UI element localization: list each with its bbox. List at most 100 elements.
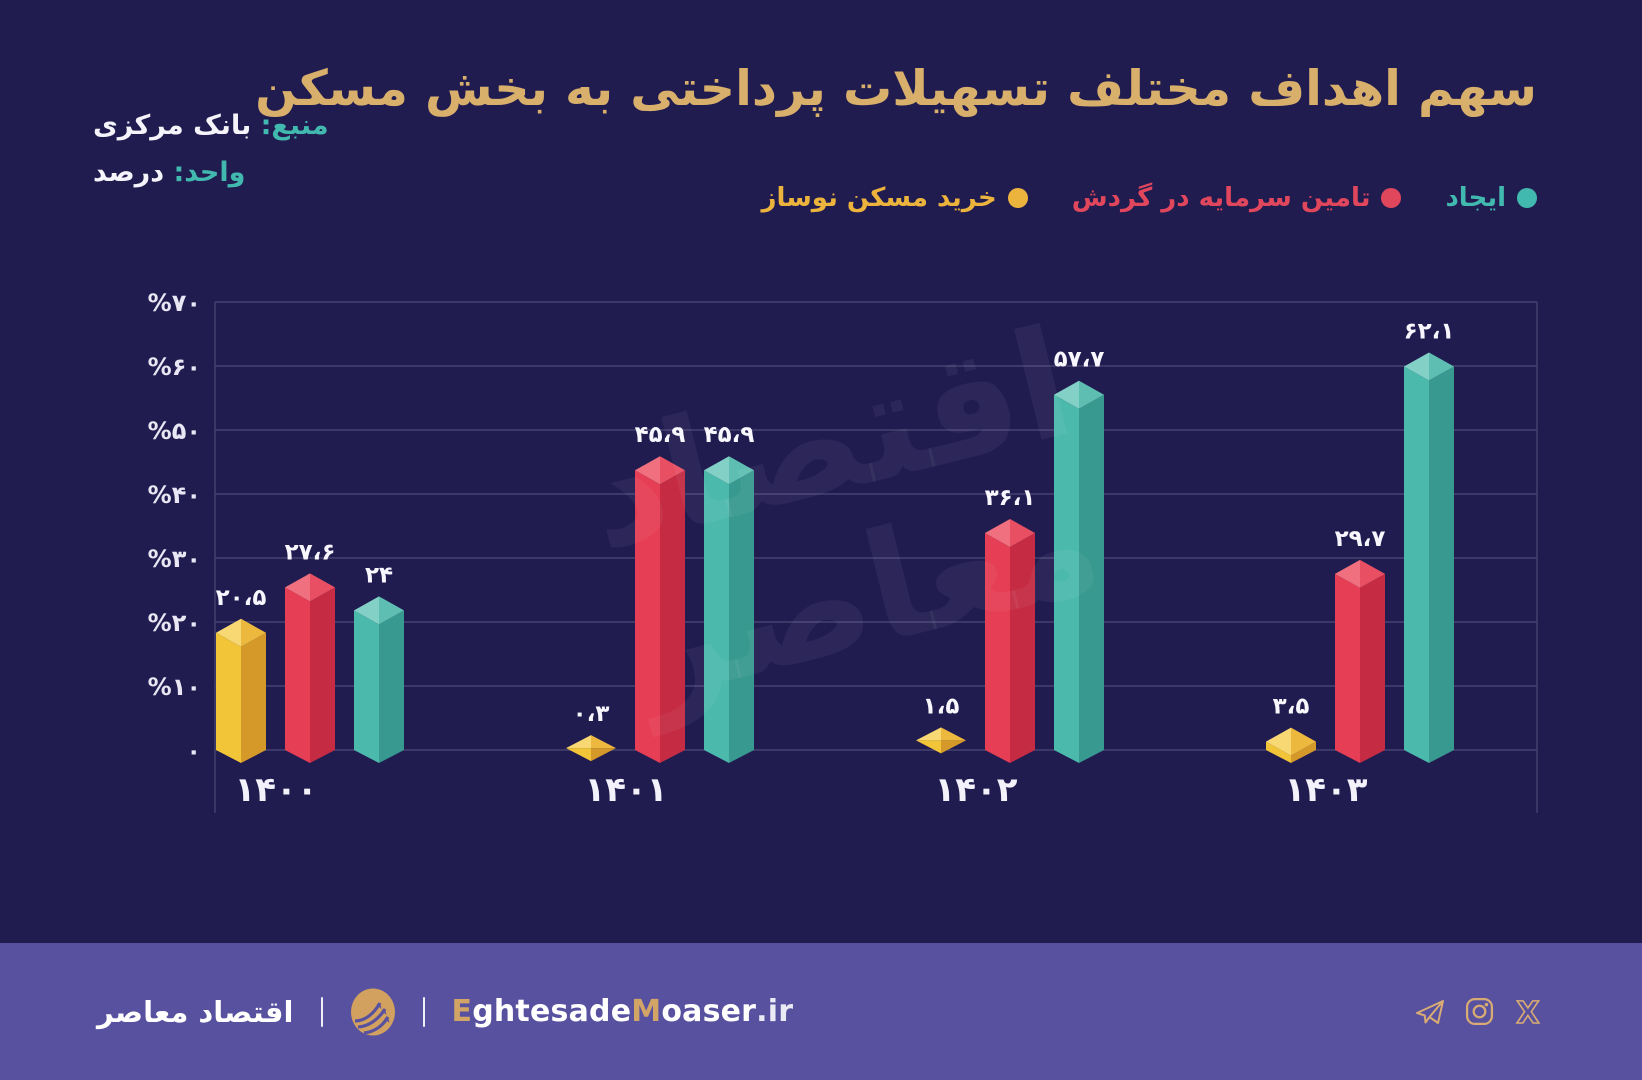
bar-face — [729, 456, 754, 485]
footer-divider — [422, 996, 425, 1027]
bar-value-label: ۲۰،۵ — [216, 585, 267, 611]
footer-brand-group: اقتصاد معاصر EghtesadeMoaser.ir — [97, 988, 793, 1036]
legend-item-new-housing-purchase: خرید مسکن نوساز — [761, 183, 1028, 213]
social-icons-group: X — [1413, 995, 1545, 1029]
bar-face — [285, 573, 310, 602]
bar-face — [1360, 573, 1385, 763]
website-link[interactable]: EghtesadeMoaser.ir — [451, 994, 794, 1029]
bar-face — [704, 470, 729, 763]
bar-face — [379, 610, 404, 763]
bar-face — [635, 470, 660, 763]
bar-face — [216, 632, 241, 763]
unit-value: درصد — [93, 157, 165, 188]
bar-face — [916, 727, 941, 741]
bar-face — [566, 735, 591, 749]
bar-face — [660, 470, 685, 763]
bar-face — [704, 456, 729, 485]
y-tick-label: %۷۰ — [148, 289, 201, 317]
bar-working-capital-1400: ۲۷،۶ — [285, 539, 336, 763]
x-twitter-icon[interactable]: X — [1511, 995, 1545, 1029]
x-tick-label-1402: ۱۴۰۲ — [934, 770, 1017, 810]
legend-item-working-capital: تامین سرمایه در گردش — [1072, 183, 1402, 213]
brand-name-fa: اقتصاد معاصر — [97, 994, 294, 1029]
bar-creation-1401: ۴۵،۹ — [704, 422, 755, 763]
bar-face — [941, 740, 966, 754]
instagram-icon[interactable] — [1462, 995, 1496, 1029]
bar-value-label: ۲۹،۷ — [1335, 526, 1386, 552]
bar-new-housing-purchase-1403: ۳،۵ — [1266, 694, 1316, 763]
source-label: منبع: — [260, 110, 329, 141]
chart-title: سهم اهداف مختلف تسهیلات پرداختی به بخش م… — [255, 60, 1538, 117]
legend-label: تامین سرمایه در گردش — [1071, 183, 1371, 213]
bar-face — [591, 735, 616, 749]
bar-face — [1291, 727, 1316, 756]
source-value: بانک مرکزی — [93, 110, 252, 141]
svg-text:X: X — [1516, 996, 1539, 1028]
bar-working-capital-1402: ۳۶،۱ — [985, 485, 1036, 763]
bar-face — [1429, 352, 1454, 381]
bar-value-label: ۰،۳ — [573, 701, 610, 727]
bar-working-capital-1401: ۴۵،۹ — [635, 422, 686, 763]
bar-new-housing-purchase-1402: ۱،۵ — [916, 693, 966, 754]
bar-face — [1360, 559, 1385, 588]
bar-face — [216, 618, 241, 647]
bar-value-label: ۲۴ — [365, 562, 393, 588]
bar-value-label: ۶۲،۱ — [1404, 319, 1455, 345]
bar-value-label: ۳،۵ — [1273, 694, 1310, 720]
bar-face — [1010, 532, 1035, 763]
bar-face — [241, 632, 266, 763]
bar-face — [1266, 741, 1291, 763]
bar-face — [1054, 394, 1079, 763]
bar-face — [241, 618, 266, 647]
y-tick-label: ۰ — [186, 737, 201, 765]
x-tick-label-1400: ۱۴۰۰ — [234, 770, 317, 810]
bar-face — [1079, 394, 1104, 763]
bar-face — [285, 587, 310, 763]
footer-bar: اقتصاد معاصر EghtesadeMoaser.ir — [0, 943, 1642, 1080]
bar-value-label: ۴۵،۹ — [635, 422, 686, 448]
bar-face — [310, 587, 335, 763]
y-tick-label: %۴۰ — [148, 481, 201, 509]
legend-dot-creation — [1517, 188, 1537, 208]
telegram-icon[interactable] — [1413, 995, 1447, 1029]
bar-face — [916, 740, 941, 754]
bar-value-label: ۲۷،۶ — [285, 539, 336, 565]
source-line: منبع: بانک مرکزی — [93, 102, 329, 149]
bar-face — [729, 470, 754, 763]
bar-face — [1335, 559, 1360, 588]
unit-line: واحد: درصد — [93, 149, 329, 196]
y-tick-label: %۱۰ — [148, 673, 201, 701]
bar-face — [566, 748, 591, 762]
legend-item-creation: ایجاد — [1445, 183, 1537, 213]
bar-value-label: ۳۶،۱ — [985, 485, 1036, 511]
bar-face — [1054, 380, 1079, 409]
legend-label: ایجاد — [1445, 183, 1506, 213]
bar-face — [1335, 573, 1360, 763]
bar-face — [591, 748, 616, 762]
bar-face — [635, 456, 660, 485]
bar-face — [1010, 518, 1035, 547]
bar-face — [354, 596, 379, 625]
bar-face — [1079, 380, 1104, 409]
bar-value-label: ۱،۵ — [923, 693, 960, 719]
y-tick-label: %۲۰ — [148, 609, 201, 637]
legend-dot-working-capital — [1381, 188, 1402, 208]
bar-new-housing-purchase-1401: ۰،۳ — [566, 701, 616, 762]
bar-value-label: ۴۵،۹ — [704, 422, 755, 448]
bar-face — [1266, 727, 1291, 756]
y-tick-label: %۶۰ — [148, 353, 201, 381]
footer-divider — [320, 996, 323, 1027]
unit-label: واحد: — [173, 157, 246, 188]
legend-label: خرید مسکن نوساز — [761, 183, 997, 213]
bar-face — [660, 456, 685, 485]
bar-creation-1403: ۶۲،۱ — [1404, 319, 1455, 763]
source-block: منبع: بانک مرکزی واحد: درصد — [93, 102, 329, 196]
y-tick-label: %۵۰ — [148, 417, 201, 445]
y-tick-label: %۳۰ — [148, 545, 201, 573]
bar-face — [1404, 352, 1429, 381]
bar-new-housing-purchase-1400: ۲۰،۵ — [216, 585, 267, 763]
bar-face — [379, 596, 404, 625]
bar-face — [1429, 366, 1454, 763]
